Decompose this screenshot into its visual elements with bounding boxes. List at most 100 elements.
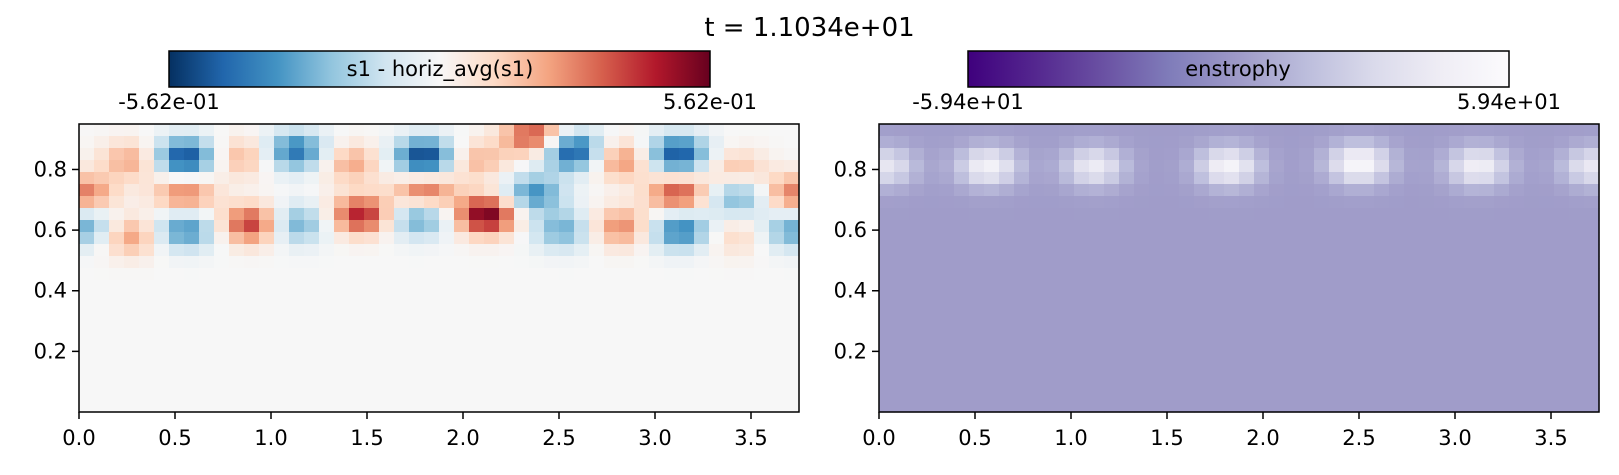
heatmap-s1-cell (394, 148, 410, 161)
heatmap-enstrophy-cell (1584, 256, 1600, 269)
heatmap-s1-cell (754, 400, 770, 413)
heatmap-enstrophy-cell (1209, 340, 1225, 353)
heatmap-enstrophy-cell (984, 184, 1000, 197)
heatmap-s1-cell (529, 292, 545, 305)
heatmap-s1-cell (214, 388, 230, 401)
heatmap-enstrophy-cell (1344, 136, 1360, 149)
heatmap-enstrophy-cell (1284, 340, 1300, 353)
heatmap-enstrophy-cell (1044, 184, 1060, 197)
heatmap-s1-cell (529, 244, 545, 257)
heatmap-enstrophy-cell (1254, 172, 1270, 185)
heatmap-enstrophy-cell (1314, 304, 1330, 317)
heatmap-enstrophy-cell (939, 232, 955, 245)
heatmap-enstrophy-cell (1209, 364, 1225, 377)
heatmap-enstrophy-cell (1014, 184, 1030, 197)
heatmap-enstrophy-cell (1569, 244, 1585, 257)
heatmap-enstrophy-cell (1284, 280, 1300, 293)
heatmap-enstrophy-cell (1524, 256, 1540, 269)
heatmap-s1-cell (454, 280, 470, 293)
heatmap-enstrophy-cell (954, 148, 970, 161)
heatmap-s1-cell (94, 364, 110, 377)
heatmap-s1-cell (739, 256, 755, 269)
heatmap-s1-cell (709, 160, 725, 173)
heatmap-s1-cell (499, 124, 515, 137)
heatmap-enstrophy-cell (1509, 172, 1525, 185)
heatmap-s1-cell (619, 148, 635, 161)
heatmap-enstrophy-cell (1209, 280, 1225, 293)
heatmap-enstrophy-cell (1089, 388, 1105, 401)
heatmap-s1-cell (394, 388, 410, 401)
heatmap-s1-cell (649, 304, 665, 317)
heatmap-s1-cell (634, 400, 650, 413)
heatmap-enstrophy-cell (1089, 136, 1105, 149)
heatmap-s1-cell (169, 376, 185, 389)
heatmap-enstrophy-cell (999, 388, 1015, 401)
heatmap-enstrophy-cell (1029, 280, 1045, 293)
heatmap-enstrophy-cell (1539, 208, 1555, 221)
heatmap-s1-cell (439, 208, 455, 221)
heatmap-enstrophy-cell (1299, 196, 1315, 209)
heatmap-s1-cell (154, 124, 170, 137)
heatmap-s1-cell (754, 268, 770, 281)
heatmap-s1-cell (319, 268, 335, 281)
heatmap-enstrophy-cell (1224, 184, 1240, 197)
heatmap-s1-cell (139, 376, 155, 389)
heatmap-enstrophy-cell (1074, 292, 1090, 305)
heatmap-s1-cell (289, 340, 305, 353)
heatmap-enstrophy-cell (999, 268, 1015, 281)
heatmap-enstrophy-cell (1479, 352, 1495, 365)
heatmap-s1-cell (184, 316, 200, 329)
heatmap-enstrophy-cell (1329, 232, 1345, 245)
heatmap-s1-cell (214, 316, 230, 329)
heatmap-s1-cell (319, 256, 335, 269)
heatmap-s1-cell (664, 364, 680, 377)
heatmap-enstrophy-cell (1404, 316, 1420, 329)
heatmap-enstrophy-cell (1089, 208, 1105, 221)
heatmap-s1-cell (319, 196, 335, 209)
heatmap-s1-cell (559, 376, 575, 389)
heatmap-s1-cell (574, 304, 590, 317)
heatmap-enstrophy-cell (939, 352, 955, 365)
heatmap-s1-cell (319, 220, 335, 233)
heatmap-s1-cell (289, 304, 305, 317)
heatmap-s1-cell (619, 340, 635, 353)
heatmap-enstrophy-cell (1404, 364, 1420, 377)
heatmap-s1-cell (484, 268, 500, 281)
heatmap-enstrophy-cell (1419, 328, 1435, 341)
heatmap-enstrophy-cell (1584, 124, 1600, 137)
heatmap-s1-cell (769, 184, 785, 197)
heatmap-s1-cell (394, 400, 410, 413)
heatmap-s1-cell (259, 340, 275, 353)
heatmap-enstrophy-cell (1074, 136, 1090, 149)
heatmap-s1-cell (379, 208, 395, 221)
heatmap-enstrophy-cell (894, 208, 910, 221)
heatmap-s1-cell (484, 136, 500, 149)
heatmap-enstrophy-cell (924, 160, 940, 173)
heatmap-s1-cell (559, 136, 575, 149)
heatmap-s1-cell (259, 220, 275, 233)
heatmap-s1-cell (304, 232, 320, 245)
heatmap-s1-cell (424, 136, 440, 149)
heatmap-enstrophy-cell (1164, 124, 1180, 137)
heatmap-s1-cell (289, 136, 305, 149)
heatmap-s1-cell (604, 388, 620, 401)
heatmap-enstrophy-cell (1539, 376, 1555, 389)
heatmap-enstrophy-cell (1074, 244, 1090, 257)
heatmap-s1-cell (154, 388, 170, 401)
heatmap-s1-cell (379, 268, 395, 281)
heatmap-s1-cell (79, 232, 95, 245)
heatmap-enstrophy-cell (1074, 388, 1090, 401)
heatmap-enstrophy-cell (1299, 148, 1315, 161)
heatmap-s1-cell (619, 400, 635, 413)
heatmap-enstrophy-cell (1104, 160, 1120, 173)
heatmap-s1-cell (634, 148, 650, 161)
heatmap-s1-cell (784, 340, 800, 353)
heatmap-s1-cell (229, 124, 245, 137)
heatmap-enstrophy-cell (1209, 196, 1225, 209)
heatmap-enstrophy-cell (1254, 328, 1270, 341)
heatmap-s1-cell (199, 172, 215, 185)
heatmap-enstrophy-cell (1254, 340, 1270, 353)
heatmap-enstrophy-cell (1269, 352, 1285, 365)
heatmap-s1-cell (199, 316, 215, 329)
heatmap-s1-cell (274, 328, 290, 341)
